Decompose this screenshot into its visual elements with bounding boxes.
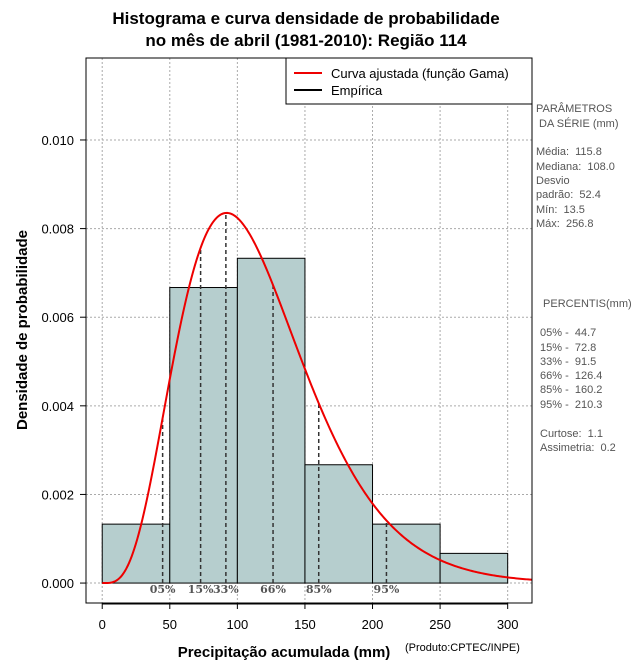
percentile-label: 66%: [260, 583, 286, 596]
x-tick-label: 200: [362, 617, 384, 632]
chart-title-line-1: Histograma e curva densidade de probabil…: [112, 9, 499, 28]
percentile-line: 66% - 126.4: [540, 370, 602, 382]
histogram-bar: [236, 257, 306, 584]
histogram-bar: [372, 523, 441, 584]
x-tick-label: 100: [227, 617, 249, 632]
percentiles-panel: PERCENTIS(mm) 05% - 44.7 15% - 72.8 33% …: [540, 298, 632, 454]
histogram-bar: [304, 464, 374, 584]
percentile-label: 05%: [150, 583, 176, 596]
y-tick-label: 0.000: [41, 576, 74, 591]
percentile-line: PERCENTIS(mm): [540, 298, 632, 310]
param-line: Média: 115.8: [536, 146, 602, 158]
y-tick-label: 0.002: [41, 487, 74, 502]
y-tick-label: 0.004: [41, 399, 74, 414]
param-line: PARÂMETROS: [536, 102, 612, 115]
param-line: Desvio: [536, 175, 570, 187]
y-tick-label: 0.010: [41, 133, 74, 148]
legend-box: [285, 57, 533, 105]
y-axis: 0.000 0.002 0.004 0.006 0.008 0.010: [41, 133, 87, 591]
legend-label-curve: Curva ajustada (função Gama): [331, 66, 509, 81]
x-tick-label: 250: [429, 617, 451, 632]
param-line: Máx: 256.8: [536, 218, 593, 230]
percentile-line: 33% - 91.5: [540, 356, 596, 368]
percentile-label: 15%: [188, 583, 214, 596]
x-axis-title: Precipitação acumulada (mm): [178, 644, 391, 660]
series-parameters-panel: PARÂMETROS DA SÉRIE (mm) Média: 115.8 Me…: [536, 102, 619, 230]
gamma-curve: [102, 211, 533, 585]
percentile-line: Assimetria: 0.2: [540, 442, 616, 454]
x-tick-label: 150: [294, 617, 316, 632]
histogram-bar: [101, 523, 171, 584]
percentile-label: 33%: [213, 583, 239, 596]
param-line: DA SÉRIE (mm): [536, 117, 619, 130]
x-tick-label: 50: [163, 617, 177, 632]
x-axis: 0 50 100 150 200 250 300: [99, 603, 519, 632]
y-axis-title: Densidade de probabilidade: [14, 230, 31, 430]
y-tick-label: 0.008: [41, 222, 74, 237]
param-line: Mín: 13.5: [536, 204, 585, 216]
legend: Curva ajustada (função Gama) Empírica: [285, 57, 533, 105]
percentile-lines: [161, 212, 388, 584]
credit-text: (Produto:CPTEC/INPE): [405, 642, 520, 654]
percentile-line: 85% - 160.2: [540, 384, 602, 396]
param-line: Mediana: 108.0: [536, 161, 615, 173]
param-line: padrão: 52.4: [536, 189, 601, 201]
percentile-line: 05% - 44.7: [540, 327, 596, 339]
percentile-labels: 05% 15% 33% 66% 85% 95%: [150, 583, 400, 596]
x-tick-label: 0: [99, 617, 106, 632]
x-tick-label: 300: [497, 617, 519, 632]
histogram-bar: [439, 552, 509, 584]
percentile-label: 85%: [306, 583, 332, 596]
chart-title-line-2: no mês de abril (1981-2010): Região 114: [145, 31, 467, 50]
legend-label-empirical: Empírica: [331, 83, 383, 98]
percentile-line: Curtose: 1.1: [540, 428, 603, 440]
percentile-line: 95% - 210.3: [540, 399, 602, 411]
percentile-line: 15% - 72.8: [540, 342, 596, 354]
y-tick-label: 0.006: [41, 310, 74, 325]
percentile-label: 95%: [374, 583, 400, 596]
